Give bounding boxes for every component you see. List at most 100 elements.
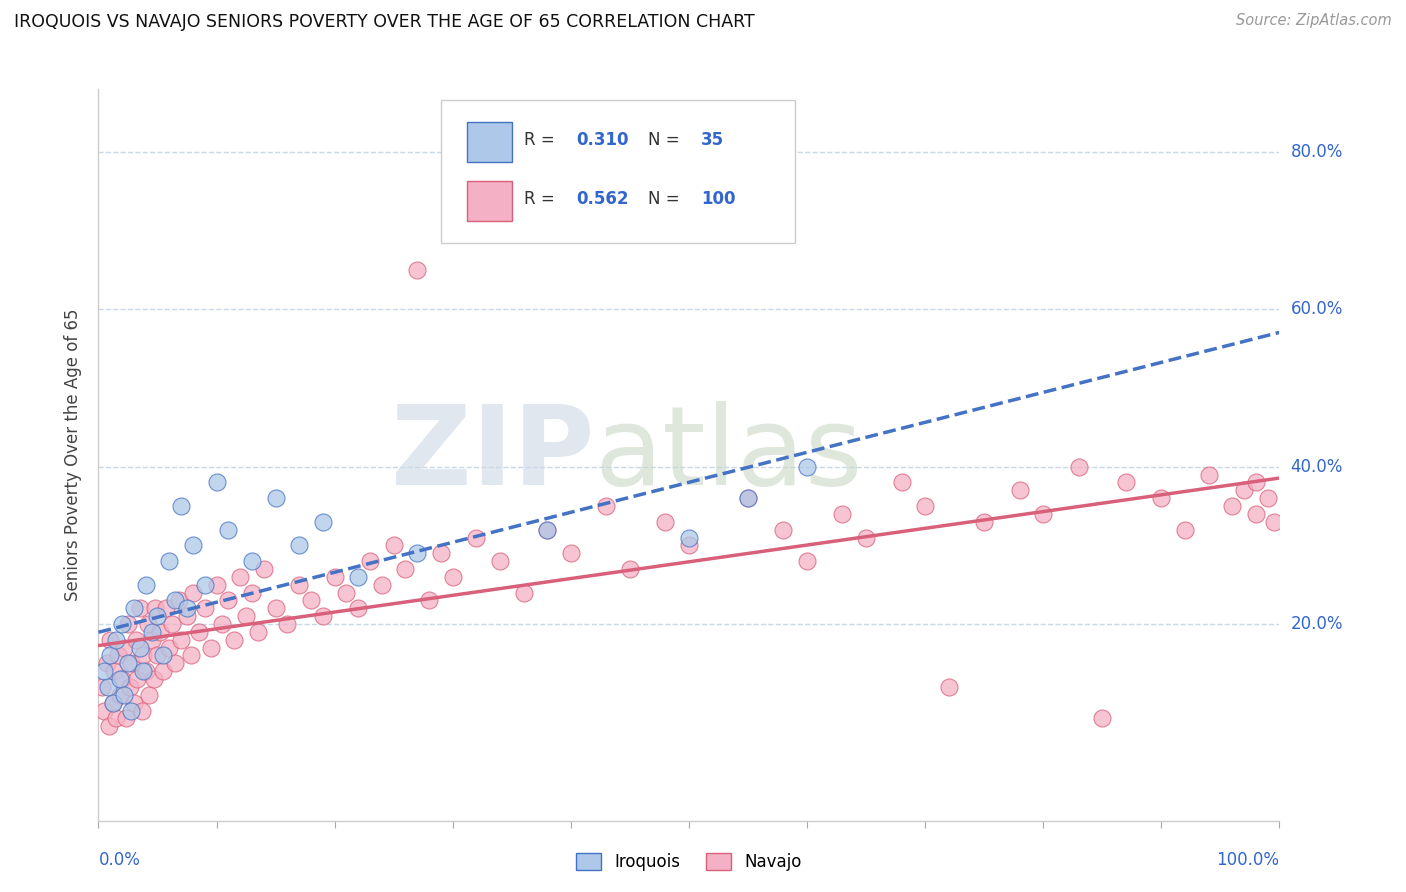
Point — [96, 657, 118, 671]
Point — [131, 704, 153, 718]
Point — [160, 617, 183, 632]
Point — [299, 593, 322, 607]
Text: N =: N = — [648, 190, 685, 208]
Point — [103, 664, 125, 678]
Point — [141, 632, 163, 647]
Text: 60.0%: 60.0% — [1291, 301, 1343, 318]
Text: 100.0%: 100.0% — [1216, 851, 1279, 869]
Point — [170, 499, 193, 513]
Point — [382, 538, 405, 552]
Point — [108, 672, 131, 686]
Point — [180, 648, 202, 663]
Point — [1008, 483, 1031, 498]
Point — [489, 554, 512, 568]
Point — [1263, 515, 1285, 529]
Point — [441, 570, 464, 584]
Point — [796, 554, 818, 568]
Point — [418, 593, 440, 607]
Point — [128, 640, 150, 655]
Point — [371, 577, 394, 591]
Point — [406, 263, 429, 277]
Point — [121, 704, 143, 718]
Point — [128, 601, 150, 615]
Point — [217, 593, 239, 607]
Point — [737, 491, 759, 505]
Point — [240, 554, 263, 568]
Point — [135, 577, 157, 591]
Point — [772, 523, 794, 537]
Point — [406, 546, 429, 560]
Point — [394, 562, 416, 576]
Point — [181, 538, 204, 552]
Point — [121, 657, 143, 671]
Point — [288, 577, 311, 591]
Point — [157, 554, 180, 568]
Point — [1174, 523, 1197, 537]
Point — [737, 491, 759, 505]
Point — [143, 601, 166, 615]
Text: R =: R = — [523, 190, 560, 208]
Point — [165, 657, 187, 671]
Point — [105, 632, 128, 647]
Point — [1115, 475, 1137, 490]
Point — [167, 593, 190, 607]
Point — [91, 680, 114, 694]
Point — [122, 601, 145, 615]
Point — [101, 696, 124, 710]
Point — [465, 531, 488, 545]
Text: 40.0%: 40.0% — [1291, 458, 1343, 475]
Point — [1150, 491, 1173, 505]
Point — [108, 688, 131, 702]
Point — [211, 617, 233, 632]
Point — [194, 601, 217, 615]
Point — [246, 624, 269, 639]
Point — [120, 680, 142, 694]
Point — [142, 672, 165, 686]
Point — [98, 632, 121, 647]
Point — [155, 601, 177, 615]
Point — [973, 515, 995, 529]
Text: 80.0%: 80.0% — [1291, 143, 1343, 161]
Point — [1091, 711, 1114, 725]
Point — [111, 617, 134, 632]
Text: 100: 100 — [700, 190, 735, 208]
Point — [187, 624, 209, 639]
Point — [1233, 483, 1256, 498]
Point — [114, 711, 136, 725]
Point — [98, 648, 121, 663]
Point — [132, 664, 155, 678]
Point — [170, 632, 193, 647]
FancyBboxPatch shape — [441, 100, 796, 243]
Point — [146, 648, 169, 663]
Point — [117, 617, 139, 632]
Text: N =: N = — [648, 131, 685, 149]
Point — [264, 491, 287, 505]
Point — [1244, 475, 1267, 490]
Point — [855, 531, 877, 545]
Point — [93, 704, 115, 718]
Point — [125, 632, 148, 647]
Point — [288, 538, 311, 552]
Point — [359, 554, 381, 568]
Point — [135, 664, 157, 678]
Point — [678, 538, 700, 552]
Point — [152, 664, 174, 678]
Text: 20.0%: 20.0% — [1291, 615, 1343, 633]
Point — [276, 617, 298, 632]
Point — [122, 696, 145, 710]
Point — [347, 570, 370, 584]
Text: 0.310: 0.310 — [576, 131, 630, 149]
Text: 0.0%: 0.0% — [98, 851, 141, 869]
Point — [1198, 467, 1220, 482]
Point — [235, 609, 257, 624]
Point — [112, 688, 135, 702]
Point — [149, 624, 172, 639]
Text: ZIP: ZIP — [391, 401, 595, 508]
Point — [112, 640, 135, 655]
Point — [560, 546, 582, 560]
Text: 35: 35 — [700, 131, 724, 149]
Point — [831, 507, 853, 521]
Point — [1067, 459, 1090, 474]
Point — [312, 609, 335, 624]
Text: R =: R = — [523, 131, 560, 149]
